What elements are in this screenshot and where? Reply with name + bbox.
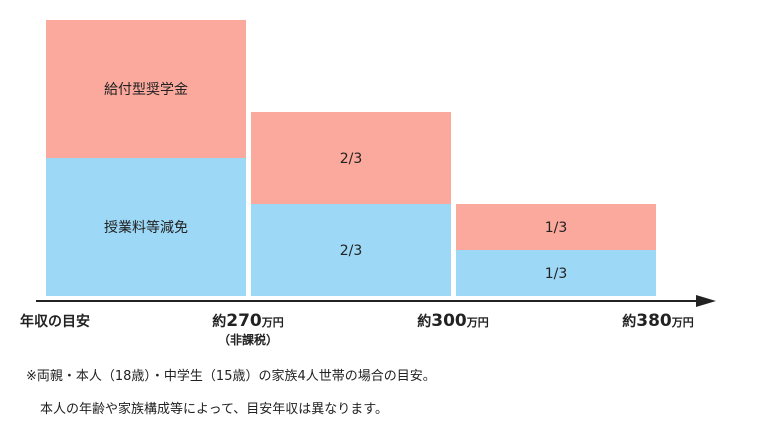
bar-scholarship-3 <box>456 204 656 251</box>
x-tick-number: 380 <box>636 311 672 331</box>
x-tick-number: 270 <box>226 311 262 331</box>
bar-tuition-2 <box>251 203 451 296</box>
x-tick-number: 300 <box>431 311 467 331</box>
bar-label-tuition-1: 授業料等減免 <box>104 219 188 236</box>
bar-label-tuition-3: 1/3 <box>545 266 568 282</box>
x-tick-1: 約270万円 <box>212 311 284 331</box>
footnote-line-1: ※両親・本人（18歳）・中学生（15歳）の家族4人世帯の場合の目安。 <box>26 369 436 384</box>
bar-scholarship-1 <box>46 20 246 158</box>
x-axis-label: 年収の目安 <box>20 313 90 330</box>
x-tick-unit: 万円 <box>671 316 694 329</box>
bar-scholarship-2 <box>251 111 451 204</box>
x-tick-sublabel: （非課税） <box>218 332 278 347</box>
bar-label-scholarship-2: 2/3 <box>340 151 363 167</box>
x-axis: 年収の目安 <box>20 295 716 330</box>
bar-label-tuition-2: 2/3 <box>340 243 363 259</box>
bar-label-scholarship-3: 1/3 <box>545 220 568 236</box>
x-tick-prefix: 約 <box>417 313 431 330</box>
x-tick-unit: 万円 <box>466 316 489 329</box>
x-tick-2: 約300万円 <box>417 311 489 331</box>
x-axis-ticks: 約270万円（非課税）約300万円 約380万円 <box>212 311 694 347</box>
x-tick-unit: 万円 <box>261 316 284 329</box>
footnote-line-2: 本人の年齢や家族構成等によって、目安年収は異なります。 <box>40 402 389 417</box>
x-tick-prefix: 約 <box>212 313 226 330</box>
x-tick-3: 約380万円 <box>622 311 694 331</box>
bar-tuition-3 <box>456 250 656 296</box>
bar-tuition-1 <box>46 158 246 296</box>
bar-label-scholarship-1: 給付型奨学金 <box>104 82 188 98</box>
x-tick-prefix: 約 <box>622 313 636 330</box>
x-axis-arrow-icon <box>696 295 716 307</box>
